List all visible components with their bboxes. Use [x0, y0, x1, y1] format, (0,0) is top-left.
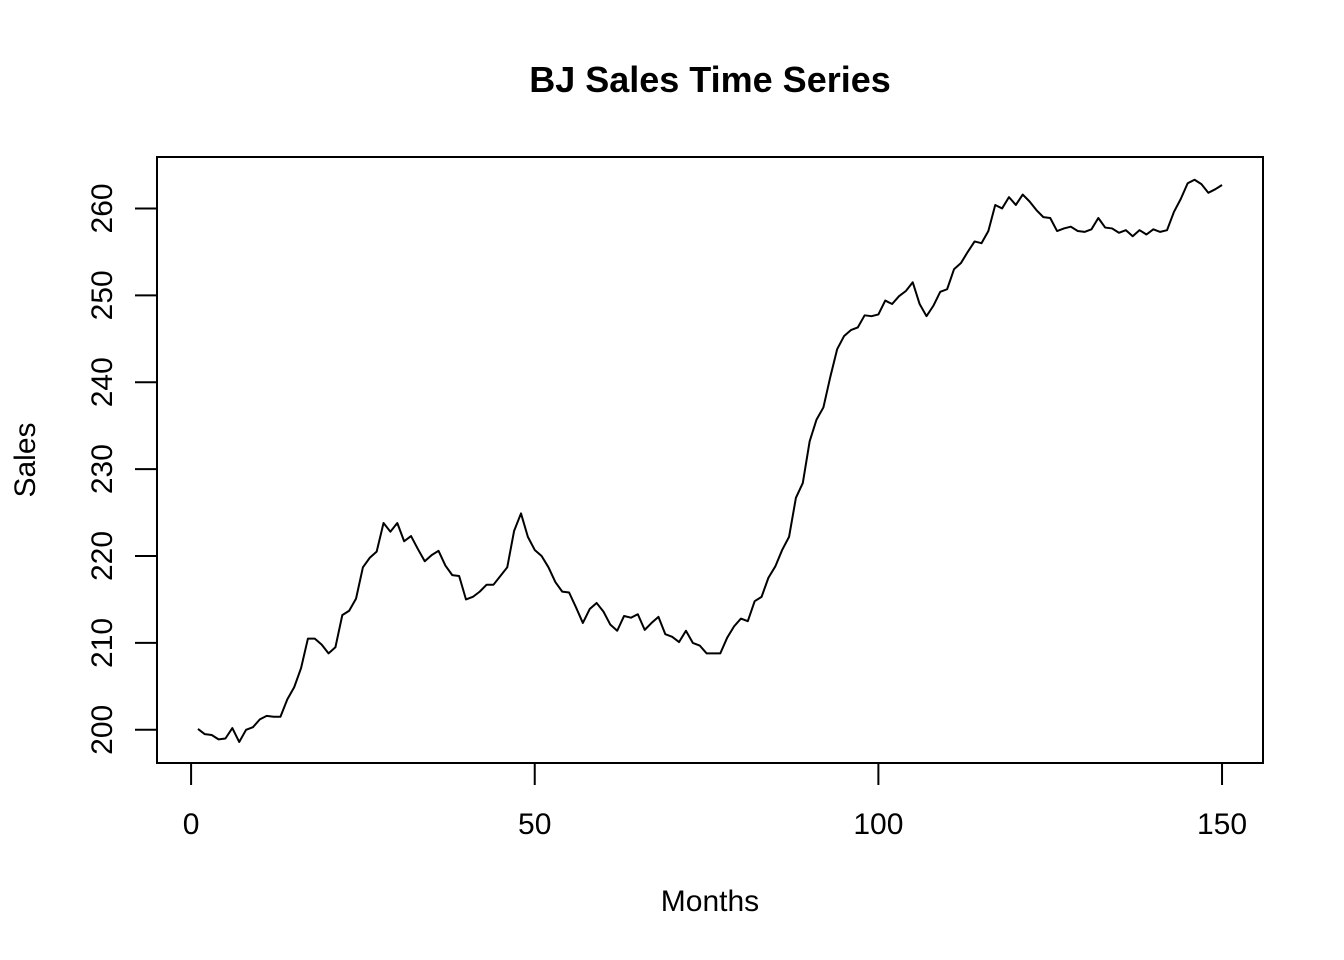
- y-axis-label: Sales: [9, 422, 42, 497]
- y-tick-label: 240: [86, 357, 119, 407]
- x-tick-label: 100: [853, 808, 903, 841]
- plot-box: [156, 156, 1264, 764]
- y-axis: 200 210 220 230 240 250 260: [86, 183, 158, 755]
- x-tick-label: 50: [518, 808, 551, 841]
- chart-title: BJ Sales Time Series: [529, 59, 891, 100]
- y-tick-label: 260: [86, 183, 119, 233]
- y-tick-label: 230: [86, 444, 119, 494]
- y-tick-label: 200: [86, 705, 119, 755]
- y-tick-label: 250: [86, 270, 119, 320]
- y-tick-label: 220: [86, 531, 119, 581]
- x-tick-label: 0: [183, 808, 200, 841]
- x-axis: 0 50 100 150: [183, 762, 1247, 841]
- x-tick-label: 150: [1197, 808, 1247, 841]
- sales-line: [197, 178, 1223, 743]
- y-tick-label: 210: [86, 618, 119, 668]
- x-axis-label: Months: [661, 885, 759, 918]
